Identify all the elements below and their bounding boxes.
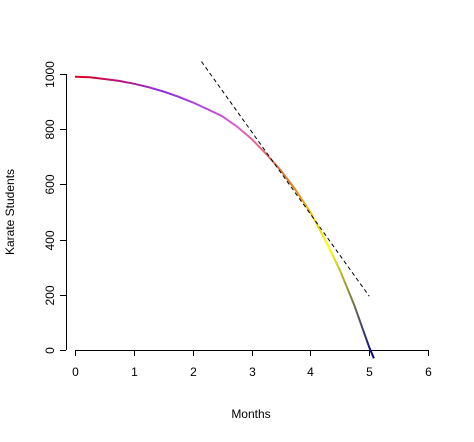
axes-layer: 0 1 2 3 4 5 6 0 200 400 600 800 1000 [43,61,432,379]
series-layer [74,61,375,359]
x-axis-title: Months [231,407,270,421]
x-tick-label: 5 [366,365,373,379]
tangent-line [201,61,370,297]
x-tick-label: 2 [190,365,197,379]
x-tick-label: 4 [307,365,314,379]
x-tick-label: 1 [131,365,138,379]
series-curve [74,75,375,359]
y-tick-label: 800 [43,119,57,139]
y-tick-label: 0 [43,347,57,354]
y-tick-label: 400 [43,230,57,250]
y-tick-label: 600 [43,174,57,194]
y-tick-label: 1000 [43,61,57,88]
x-tick-label: 3 [249,365,256,379]
x-tick-label: 0 [72,365,79,379]
y-axis-title: Karate Students [3,169,17,255]
x-tick-label: 6 [425,365,432,379]
y-tick-label: 200 [43,285,57,305]
